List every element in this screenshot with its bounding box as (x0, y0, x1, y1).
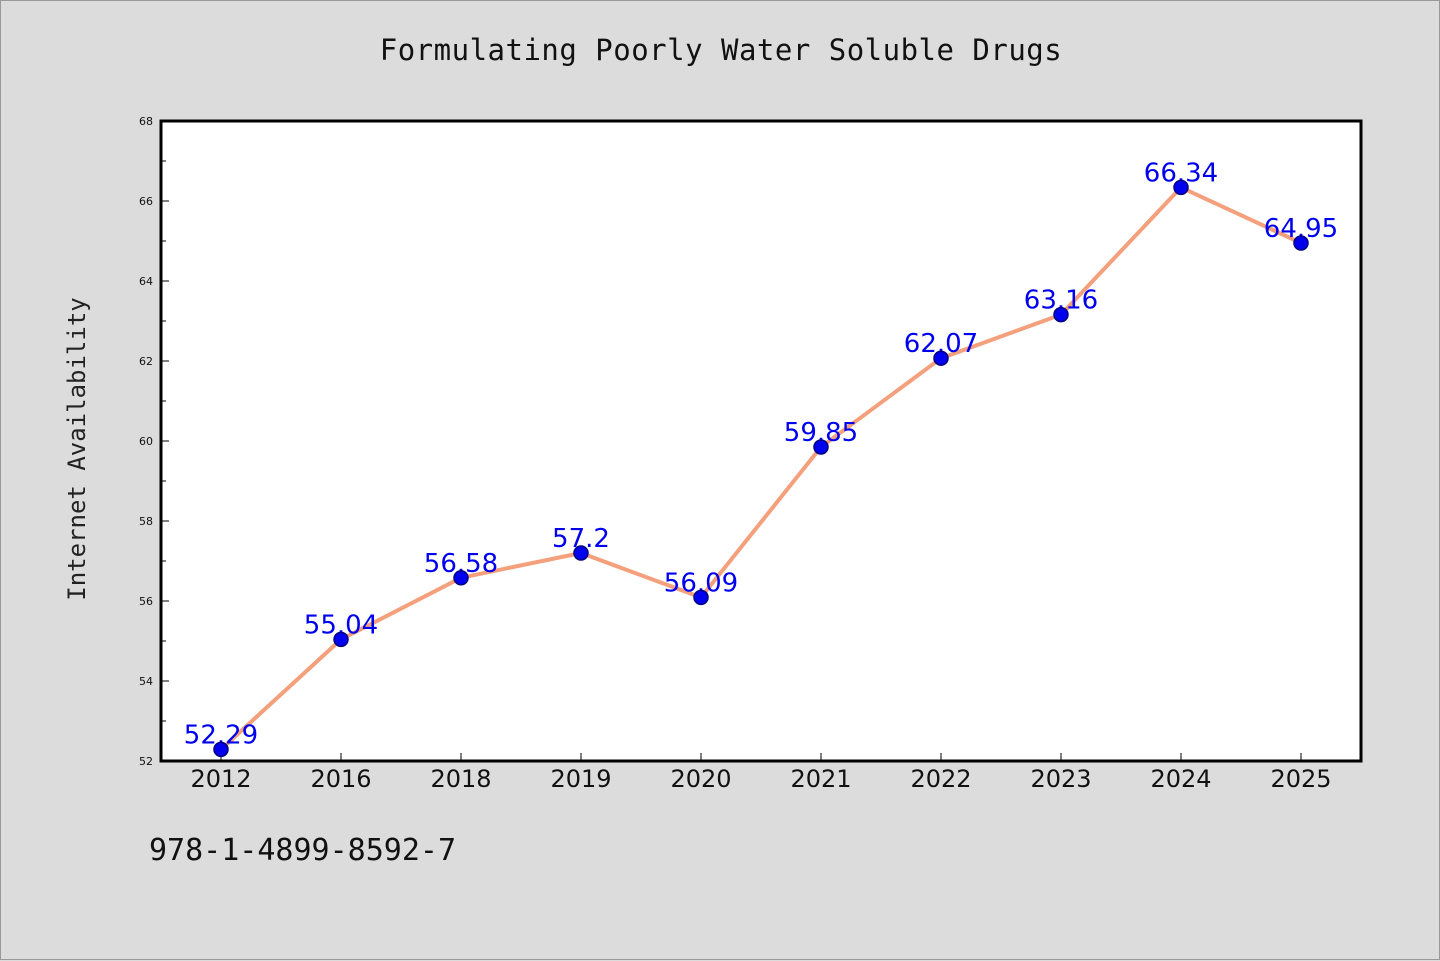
data-point (213, 741, 229, 758)
data-point (693, 589, 709, 606)
x-tick-label: 2020 (670, 765, 731, 793)
x-tick-label: 2018 (430, 765, 491, 793)
data-point (813, 439, 829, 455)
chart-title: Formulating Poorly Water Soluble Drugs (379, 33, 1063, 67)
y-tick-label: 54 (139, 675, 153, 688)
isbn-text: 978-1-4899-8592-7 (149, 833, 457, 868)
data-point (1053, 306, 1069, 323)
x-tick-label: 2023 (1030, 765, 1091, 793)
y-tick-label: 58 (139, 515, 153, 528)
data-point (333, 631, 349, 648)
y-tick-label: 56 (139, 595, 153, 608)
y-tick-label: 52 (139, 755, 153, 768)
y-tick-label: 66 (139, 195, 153, 208)
x-tick-label: 2024 (1150, 765, 1211, 793)
x-tick-label: 2022 (910, 765, 971, 793)
y-tick-label: 62 (139, 355, 153, 368)
x-tick-label: 2016 (310, 765, 371, 793)
y-tick-label: 68 (139, 115, 153, 128)
series-line (219, 185, 1302, 751)
x-tick-label: 2021 (790, 765, 851, 793)
data-point (1173, 179, 1189, 196)
y-tick-label: 60 (139, 435, 153, 448)
x-tick-label: 2019 (550, 765, 611, 793)
plot-area (159, 119, 1363, 763)
data-point (1293, 235, 1309, 251)
x-tick-label: 2025 (1270, 765, 1331, 793)
y-tick-label: 64 (139, 275, 153, 288)
data-point (573, 545, 589, 561)
x-tick-label: 2012 (190, 765, 251, 793)
data-point (453, 570, 469, 586)
data-point (933, 350, 949, 366)
